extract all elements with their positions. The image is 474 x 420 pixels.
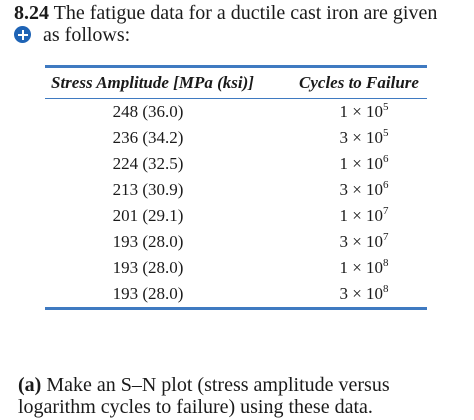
times-ten-symbol: × 10 [347,102,384,121]
part-a-label: (a) [18,374,42,396]
part-a-text-line2: logarithm cycles to failure) using these… [18,396,373,418]
table-row: 248 (36.0) 1 × 105 [45,99,427,126]
times-ten-symbol: × 10 [347,180,384,199]
stress-amplitude-cell: 213 (30.9) [112,180,184,199]
stress-amplitude-cell: 224 (32.5) [112,154,184,173]
problem-statement: 8.24 The fatigue data for a ductile cast… [14,2,464,24]
table-row: 224 (32.5) 1 × 106 [45,151,427,177]
cycles-exponent: 8 [383,257,389,269]
times-ten-symbol: × 10 [347,128,384,147]
times-ten-symbol: × 10 [347,154,384,173]
problem-number: 8.24 [14,2,49,24]
cycles-mantissa: 3 [339,232,348,251]
cycles-mantissa: 3 [339,128,348,147]
cycles-mantissa: 1 [339,206,348,225]
column-header-cycles: Cycles to Failure [291,68,427,99]
cycles-exponent: 5 [383,127,389,139]
cycles-mantissa: 3 [339,284,348,303]
cycles-exponent: 7 [383,231,389,243]
cycles-to-failure-cell: 1 × 105 [291,99,427,126]
table-row: 193 (28.0) 3 × 108 [45,281,427,307]
fatigue-data-table: Stress Amplitude [MPa (ksi)] Cycles to F… [45,65,427,310]
part-a-text-line1: Make an S–N plot (stress amplitude versu… [46,374,390,396]
cycles-exponent: 7 [383,205,389,217]
cycles-mantissa: 1 [339,258,348,277]
cycles-to-failure-cell: 3 × 105 [291,125,427,151]
times-ten-symbol: × 10 [347,258,384,277]
times-ten-symbol: × 10 [347,284,384,303]
stress-amplitude-cell: 236 (34.2) [112,128,184,147]
cycles-exponent: 5 [383,101,389,113]
cycles-to-failure-cell: 1 × 107 [291,203,427,229]
cycles-mantissa: 1 [339,154,348,173]
stress-amplitude-cell: 201 (29.1) [112,206,184,225]
cycles-to-failure-cell: 1 × 108 [291,255,427,281]
table-row: 193 (28.0) 3 × 107 [45,229,427,255]
stress-amplitude-cell: 248 (36.0) [112,102,184,121]
table-row: 193 (28.0) 1 × 108 [45,255,427,281]
cycles-exponent: 6 [383,179,389,191]
cycles-to-failure-cell: 1 × 106 [291,151,427,177]
cycles-to-failure-cell: 3 × 107 [291,229,427,255]
times-ten-symbol: × 10 [347,206,384,225]
table-header-row: Stress Amplitude [MPa (ksi)] Cycles to F… [45,68,427,99]
table-body: 248 (36.0) 1 × 105 236 (34.2) 3 × 105 224 (3… [45,99,427,308]
column-header-stress: Stress Amplitude [MPa (ksi)] [45,68,291,99]
stress-amplitude-cell: 193 (28.0) [112,232,184,251]
cycles-exponent: 8 [383,283,389,295]
cycles-to-failure-cell: 3 × 106 [291,177,427,203]
stress-amplitude-cell: 193 (28.0) [112,258,184,277]
times-ten-symbol: × 10 [347,232,384,251]
table-row: 213 (30.9) 3 × 106 [45,177,427,203]
stress-amplitude-cell: 193 (28.0) [112,284,184,303]
table-row: 236 (34.2) 3 × 105 [45,125,427,151]
part-a-question: (a) Make an S–N plot (stress amplitude v… [18,374,468,418]
plus-circle-icon[interactable] [14,26,31,43]
problem-text-line1: The fatigue data for a ductile cast iron… [53,2,438,24]
cycles-mantissa: 1 [339,102,348,121]
table-row: 201 (29.1) 1 × 107 [45,203,427,229]
cycles-exponent: 6 [383,153,389,165]
problem-text-line2: as follows: [43,24,131,46]
cycles-mantissa: 3 [339,180,348,199]
cycles-to-failure-cell: 3 × 108 [291,281,427,307]
